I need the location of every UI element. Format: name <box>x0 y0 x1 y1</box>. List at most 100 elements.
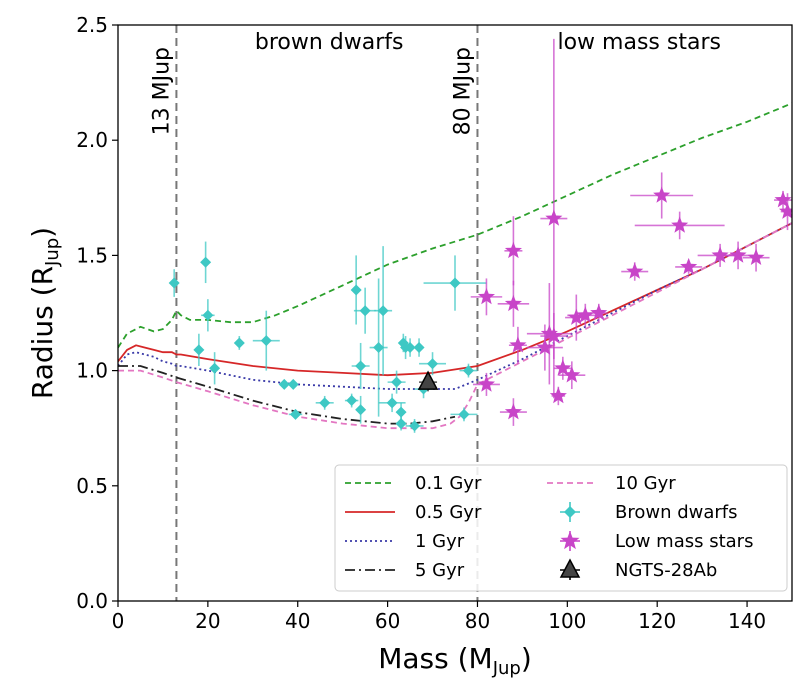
plot-area <box>118 25 792 601</box>
low-mass-star-marker <box>540 324 558 341</box>
region-label-brown-dwarfs: brown dwarfs <box>255 30 404 55</box>
y-tick-label: 0.0 <box>76 589 108 613</box>
brown-dwarf-point <box>413 338 425 357</box>
low-mass-star-marker <box>626 262 644 279</box>
low-mass-star-point <box>774 190 792 210</box>
low-mass-star-point <box>508 326 527 364</box>
brown-dwarf-marker <box>350 284 362 296</box>
legend-label: 1 Gyr <box>415 531 465 552</box>
brown-dwarf-point <box>387 370 406 394</box>
legend-label: 5 Gyr <box>415 560 465 581</box>
brown-dwarf-point <box>168 269 180 297</box>
brown-dwarf-marker <box>462 365 474 377</box>
legend-label: Low mass stars <box>615 531 753 552</box>
vline-label-80mjup: 80 MJup <box>450 47 475 135</box>
brown-dwarf-point <box>200 241 212 284</box>
brown-dwarf-point <box>419 352 447 376</box>
brown-dwarf-point <box>350 255 362 325</box>
brown-dwarf-point <box>459 363 478 378</box>
x-tick-label: 20 <box>195 609 220 633</box>
brown-dwarf-marker <box>395 406 407 418</box>
low-mass-star-marker <box>774 191 792 208</box>
low-mass-star-marker <box>549 386 567 404</box>
legend-label: 10 Gyr <box>615 473 676 494</box>
low-mass-star-point <box>549 386 567 406</box>
low-mass-star-marker <box>545 209 563 226</box>
low-mass-star-point <box>589 303 608 323</box>
brown-dwarf-point <box>374 246 393 376</box>
y-tick-label: 1.0 <box>76 359 108 383</box>
low-mass-star-point <box>675 257 703 275</box>
x-tick-label: 60 <box>375 609 400 633</box>
low-mass-star-marker <box>504 403 522 420</box>
low-mass-star-marker <box>504 294 522 312</box>
brown-dwarf-point <box>405 418 424 433</box>
brown-dwarf-point <box>209 352 221 385</box>
isochrone-line-2 <box>118 222 792 390</box>
brown-dwarf-marker <box>409 420 421 432</box>
low-mass-star-point <box>470 278 503 316</box>
plot-frame <box>117 24 793 602</box>
legend-marker <box>564 506 576 518</box>
x-axis-title: Mass (MJup) <box>378 642 532 679</box>
brown-dwarf-point <box>423 255 487 311</box>
ngts-28ab-marker <box>417 370 439 390</box>
low-mass-star-marker <box>590 304 608 321</box>
brown-dwarf-point <box>369 278 388 417</box>
legend: 0.1 Gyr 0.5 Gyr 1 Gyr 5 Gyr 10 Gyr Brown dwar… <box>334 464 788 592</box>
brown-dwarf-point <box>287 378 299 390</box>
y-axis-title-sub: Jup <box>42 238 63 267</box>
brown-dwarf-point <box>403 338 417 357</box>
brown-dwarf-marker <box>355 404 367 416</box>
low-mass-star-marker <box>477 375 495 392</box>
legend-marker <box>559 558 581 578</box>
low-mass-star-marker <box>747 248 765 265</box>
axis-ticks: 0 20 40 60 80 100 120 140 0.0 0.5 1.0 1.5 2.0 2.5 <box>76 13 766 633</box>
y-tick-label: 1.5 <box>76 243 108 267</box>
low-mass-star-point <box>499 398 527 426</box>
brown-dwarf-marker <box>391 376 403 388</box>
region-label-low-mass-stars: low mass stars <box>557 30 720 55</box>
brown-dwarf-marker <box>386 397 398 409</box>
isochrone-line-4 <box>118 222 792 430</box>
brown-dwarf-point <box>355 395 367 424</box>
vline-label-13mjup: 13 MJup <box>149 47 174 135</box>
x-tick-label: 120 <box>638 609 676 633</box>
isochrone-line-0 <box>118 102 792 349</box>
low-mass-star-marker <box>504 241 522 259</box>
brown-dwarf-point <box>395 416 407 431</box>
brown-dwarf-marker <box>346 395 358 407</box>
brown-dwarf-marker <box>260 335 272 347</box>
low-mass-star-marker <box>563 366 581 383</box>
brown-dwarf-marker <box>233 337 245 349</box>
low-mass-star-marker <box>653 186 671 203</box>
brown-dwarf-point <box>315 395 334 410</box>
brown-dwarf-point <box>252 310 280 371</box>
brown-dwarf-marker <box>193 344 205 356</box>
brown-dwarf-marker <box>278 378 290 390</box>
low-mass-star-point <box>540 38 568 399</box>
brown-dwarf-marker <box>202 309 214 321</box>
brown-dwarf-marker <box>209 362 221 374</box>
y-axis-title: Radius (RJup) <box>26 227 63 399</box>
brown-dwarf-marker <box>395 418 407 430</box>
brown-dwarf-marker <box>355 360 367 372</box>
low-mass-star-marker <box>477 287 495 305</box>
low-mass-star-point <box>621 262 649 281</box>
brown-dwarf-point <box>288 408 303 420</box>
brown-dwarf-marker <box>427 358 439 370</box>
low-mass-star-marker <box>671 216 689 233</box>
brown-dwarf-marker <box>404 342 416 354</box>
brown-dwarf-marker <box>289 408 301 420</box>
x-tick-label: 40 <box>285 609 310 633</box>
low-mass-star-marker <box>729 246 747 263</box>
low-mass-star-marker <box>536 338 554 355</box>
low-mass-star-marker <box>778 202 792 219</box>
low-mass-star-marker <box>567 308 585 325</box>
y-tick-label: 2.0 <box>76 128 108 152</box>
brown-dwarf-point <box>450 407 478 422</box>
x-tick-label: 140 <box>728 609 766 633</box>
low-mass-star-point <box>504 216 523 286</box>
legend-box <box>334 464 788 592</box>
